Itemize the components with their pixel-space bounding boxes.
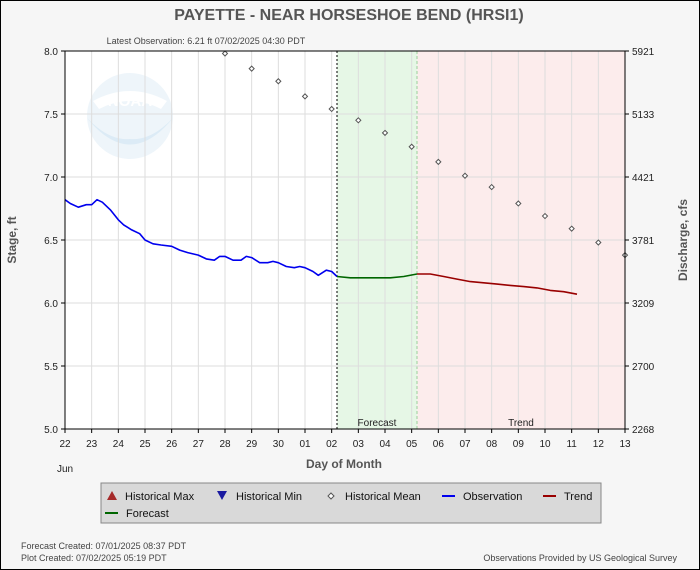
x-tick-label: 03: [353, 439, 365, 450]
y-tick-label: 6.5: [44, 236, 58, 247]
observation-series-line: [64, 198, 338, 278]
y-tick-label: 6.0: [44, 299, 58, 310]
x-axis-ticks: 22 23 24 25 26 27 28 29 30 01 02 03 04 05 06 07 08 09 10 11…: [59, 429, 631, 450]
y-tick-label: 8.0: [44, 47, 58, 58]
forecast-series-line: [336, 273, 418, 279]
x-tick-label: 12: [593, 439, 605, 450]
legend-trend: Trend: [564, 491, 592, 503]
x-tick-label: 28: [219, 439, 231, 450]
y2-tick-label: 3781: [632, 236, 655, 247]
x-tick-label: 30: [273, 439, 285, 450]
historical-mean-point: [248, 65, 255, 72]
series-layer: [64, 50, 629, 295]
historical-mean-point: [595, 239, 602, 246]
historical-mean-point: [461, 172, 469, 179]
legend-forecast: Forecast: [126, 508, 169, 520]
historical-mean-point: [301, 93, 309, 100]
y-tick-label: 5.0: [44, 425, 58, 436]
y2-tick-label: 5921: [632, 47, 655, 58]
historical-mean-point: [408, 143, 415, 150]
legend-observation: Observation: [463, 491, 522, 503]
plot-created-text: Plot Created: 07/02/2025 05:19 PDT: [21, 553, 167, 563]
legend: Historical Max Historical Min Historical…: [100, 482, 602, 524]
historical-mean-point: [515, 200, 522, 207]
x-tick-label: 23: [86, 439, 98, 450]
y2-tick-label: 5133: [632, 110, 655, 121]
x-tick-label: 04: [379, 439, 391, 450]
historical-mean-point: [488, 183, 495, 191]
x-tick-label: 27: [193, 439, 205, 450]
x-tick-label: 13: [619, 439, 631, 450]
historical-mean-point: [568, 225, 575, 232]
y2-tick-label: 4421: [632, 173, 655, 184]
month-label: Jun: [57, 464, 73, 475]
legend-historical-max: Historical Max: [125, 491, 195, 503]
x-tick-label: 07: [459, 439, 471, 450]
x-tick-label: 29: [246, 439, 258, 450]
legend-box: [100, 482, 602, 524]
usgs-credit-text: Observations Provided by US Geological S…: [483, 553, 677, 563]
x-axis-title: Day of Month: [306, 457, 382, 471]
noaa-logo: NOAA: [87, 73, 173, 159]
y-tick-label: 7.0: [44, 173, 58, 184]
historical-mean-point: [275, 78, 282, 85]
x-tick-label: 10: [539, 439, 551, 450]
historical-mean-point: [355, 117, 362, 124]
forecast-created-text: Forecast Created: 07/01/2025 08:37 PDT: [21, 541, 187, 551]
y2-tick-label: 2268: [632, 425, 655, 436]
x-tick-label: 09: [513, 439, 525, 450]
y-axis-ticks-left: 5.0 5.5 6.0 6.5 7.0 7.5 8.0: [44, 47, 65, 436]
x-tick-label: 26: [166, 439, 178, 450]
historical-min-marker: [217, 491, 227, 500]
y-tick-label: 5.5: [44, 362, 58, 373]
historical-mean-point: [221, 50, 229, 57]
x-tick-label: 22: [59, 439, 71, 450]
y-axis-title-right: Discharge, cfs: [676, 199, 690, 281]
legend-historical-mean: Historical Mean: [345, 491, 421, 503]
historical-mean-point: [381, 129, 389, 137]
x-tick-label: 06: [433, 439, 445, 450]
historical-mean-point: [435, 158, 442, 166]
x-tick-label: 02: [326, 439, 338, 450]
y2-tick-label: 3209: [632, 299, 655, 310]
x-tick-label: 11: [566, 439, 577, 450]
x-tick-label: 24: [113, 439, 125, 450]
noaa-logo-text: NOAA: [108, 93, 152, 110]
y-tick-label: 7.5: [44, 110, 58, 121]
historical-mean-point: [328, 105, 335, 113]
trend-zone-label: Trend: [508, 418, 534, 429]
trend-series-line: [417, 273, 578, 295]
chart-title: PAYETTE - NEAR HORSESHOE BEND (HRSI1): [174, 7, 523, 24]
latest-observation: Latest Observation: 6.21 ft 07/02/2025 0…: [107, 36, 306, 46]
x-tick-label: 08: [486, 439, 498, 450]
x-tick-label: 01: [299, 439, 311, 450]
forecast-zone-label: Forecast: [358, 418, 397, 429]
x-tick-label: 05: [406, 439, 418, 450]
legend-historical-min: Historical Min: [236, 491, 302, 503]
y2-tick-label: 2700: [632, 362, 655, 373]
y-axis-title-left: Stage, ft: [5, 216, 19, 263]
x-tick-label: 25: [139, 439, 151, 450]
historical-mean-marker: [327, 492, 335, 500]
historical-max-marker: [107, 491, 117, 500]
historical-mean-point: [541, 212, 549, 220]
y-axis-ticks-right: 2268 2700 3209 3781 4421 5133 5921: [625, 47, 655, 436]
